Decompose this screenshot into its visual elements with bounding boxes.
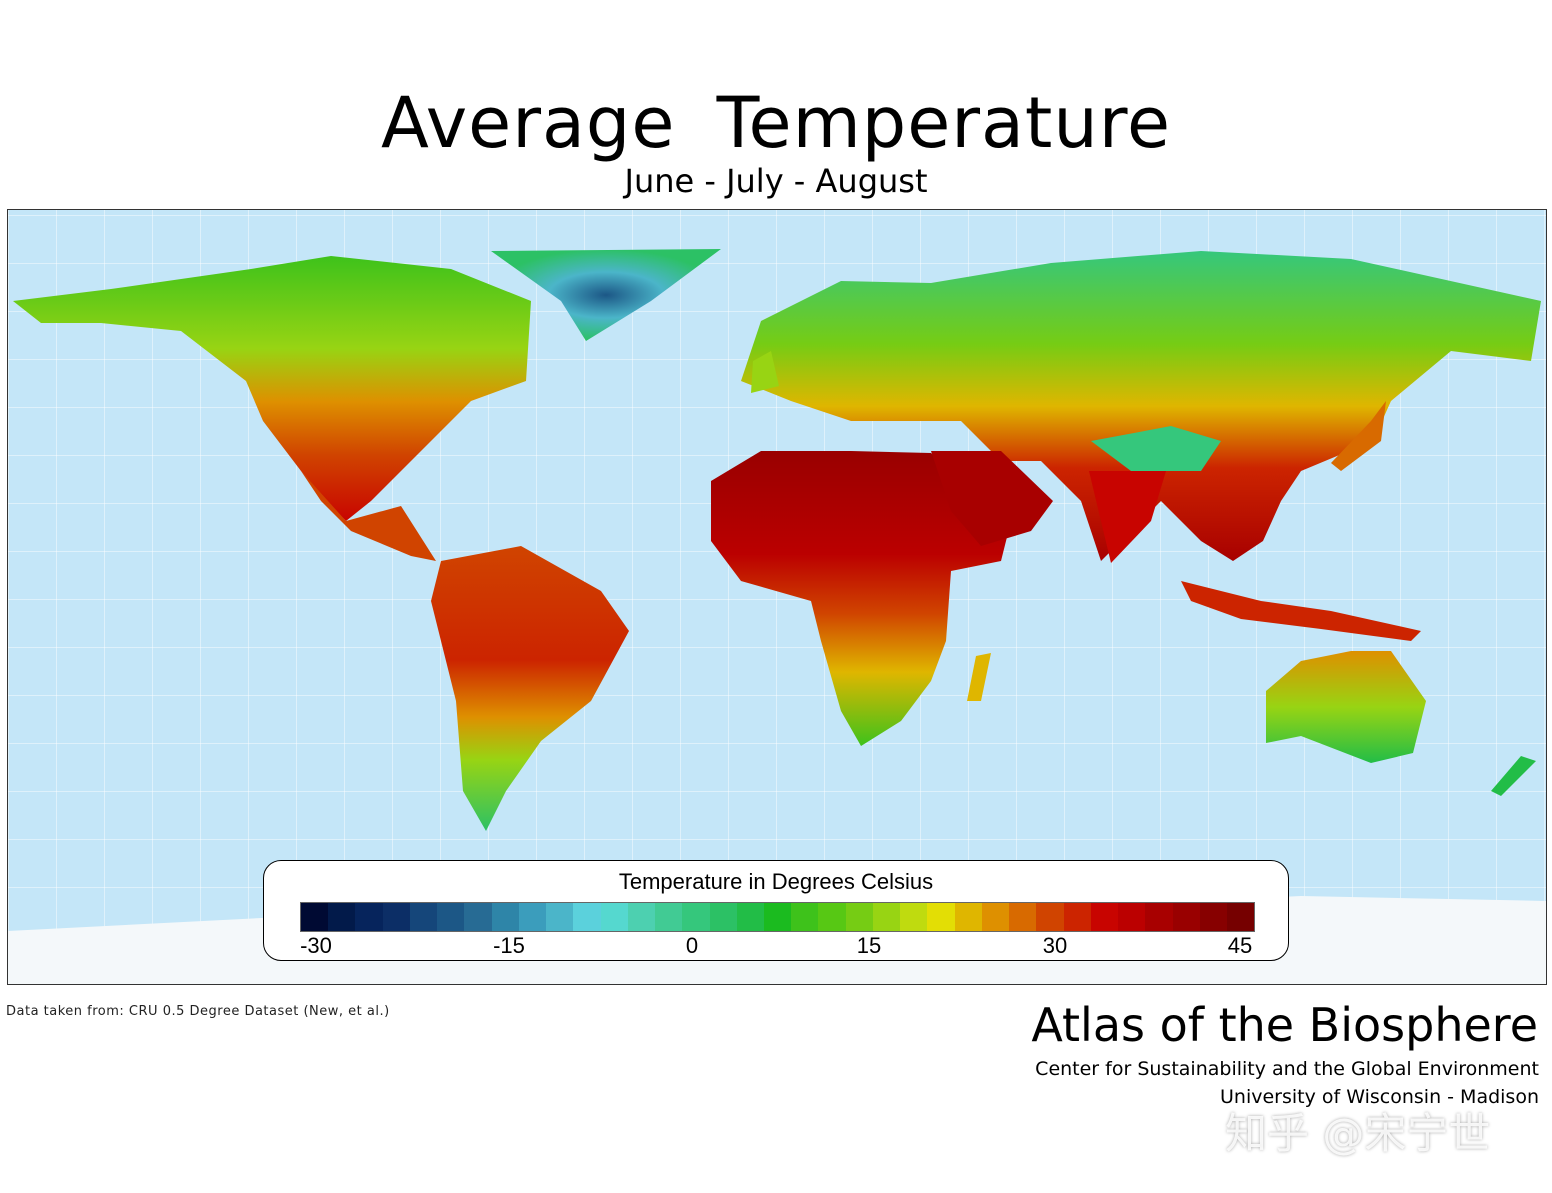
india [1089, 471, 1166, 563]
color-swatch [818, 903, 846, 931]
new-zealand [1491, 756, 1536, 796]
color-legend: Temperature in Degrees Celsius -30 -15 0… [263, 860, 1289, 961]
central-america [301, 471, 436, 561]
eurasia [741, 251, 1541, 561]
legend-tick: 45 [1227, 933, 1253, 958]
north-america [13, 256, 531, 521]
color-swatch [872, 903, 901, 931]
university-name: University of Wisconsin - Madison [1220, 1086, 1539, 1108]
color-swatch [655, 903, 683, 931]
color-swatch [600, 903, 628, 931]
color-swatch [1009, 903, 1037, 931]
color-swatch [900, 903, 928, 931]
color-swatch [437, 903, 465, 931]
color-swatch [1036, 903, 1064, 931]
australia [1266, 651, 1426, 763]
color-swatch [845, 903, 873, 931]
color-swatch [927, 903, 955, 931]
color-swatch [1063, 903, 1091, 931]
color-swatch [382, 903, 410, 931]
temperature-map [7, 209, 1547, 985]
color-swatch [409, 903, 438, 931]
greenland [491, 249, 721, 341]
indonesia [1181, 581, 1421, 641]
japan [1331, 401, 1386, 471]
south-america [431, 546, 629, 831]
color-swatch [573, 903, 601, 931]
color-swatch [1090, 903, 1119, 931]
legend-title: Temperature in Degrees Celsius [618, 869, 934, 894]
color-scale-bar [300, 902, 1255, 932]
madagascar [967, 653, 991, 701]
color-swatch [1199, 903, 1227, 931]
legend-tick: 0 [685, 933, 699, 958]
tibet [1091, 426, 1221, 471]
color-swatch [763, 903, 792, 931]
color-swatch [328, 903, 356, 931]
legend-tick: -30 [300, 933, 332, 958]
color-swatch [546, 903, 574, 931]
color-swatch [518, 903, 547, 931]
color-swatch [954, 903, 982, 931]
color-swatch [709, 903, 737, 931]
color-swatch [464, 903, 492, 931]
arabia [931, 451, 1053, 546]
color-swatch [791, 903, 819, 931]
watermark: 知乎 @宋宁世 [1225, 1109, 1491, 1158]
africa [711, 451, 1011, 746]
color-swatch [491, 903, 519, 931]
color-swatch [355, 903, 383, 931]
color-swatch [682, 903, 710, 931]
color-swatch [1145, 903, 1173, 931]
color-swatch [1118, 903, 1146, 931]
legend-tick: 15 [856, 933, 882, 958]
organization-name: Center for Sustainability and the Global… [1035, 1058, 1539, 1080]
color-swatch [1226, 903, 1255, 931]
brand-title: Atlas of the Biosphere [1031, 998, 1538, 1052]
legend-tick: -15 [493, 933, 525, 958]
color-swatch [736, 903, 764, 931]
color-swatch [981, 903, 1010, 931]
map-subtitle: June - July - August [624, 162, 928, 200]
map-title: Average Temperature [380, 82, 1172, 164]
legend-tick: 30 [1042, 933, 1068, 958]
color-swatch [627, 903, 656, 931]
color-swatch [1172, 903, 1200, 931]
british-isles [751, 351, 779, 393]
data-source-note: Data taken from: CRU 0.5 Degree Dataset … [6, 1004, 390, 1019]
color-swatch [301, 903, 329, 931]
